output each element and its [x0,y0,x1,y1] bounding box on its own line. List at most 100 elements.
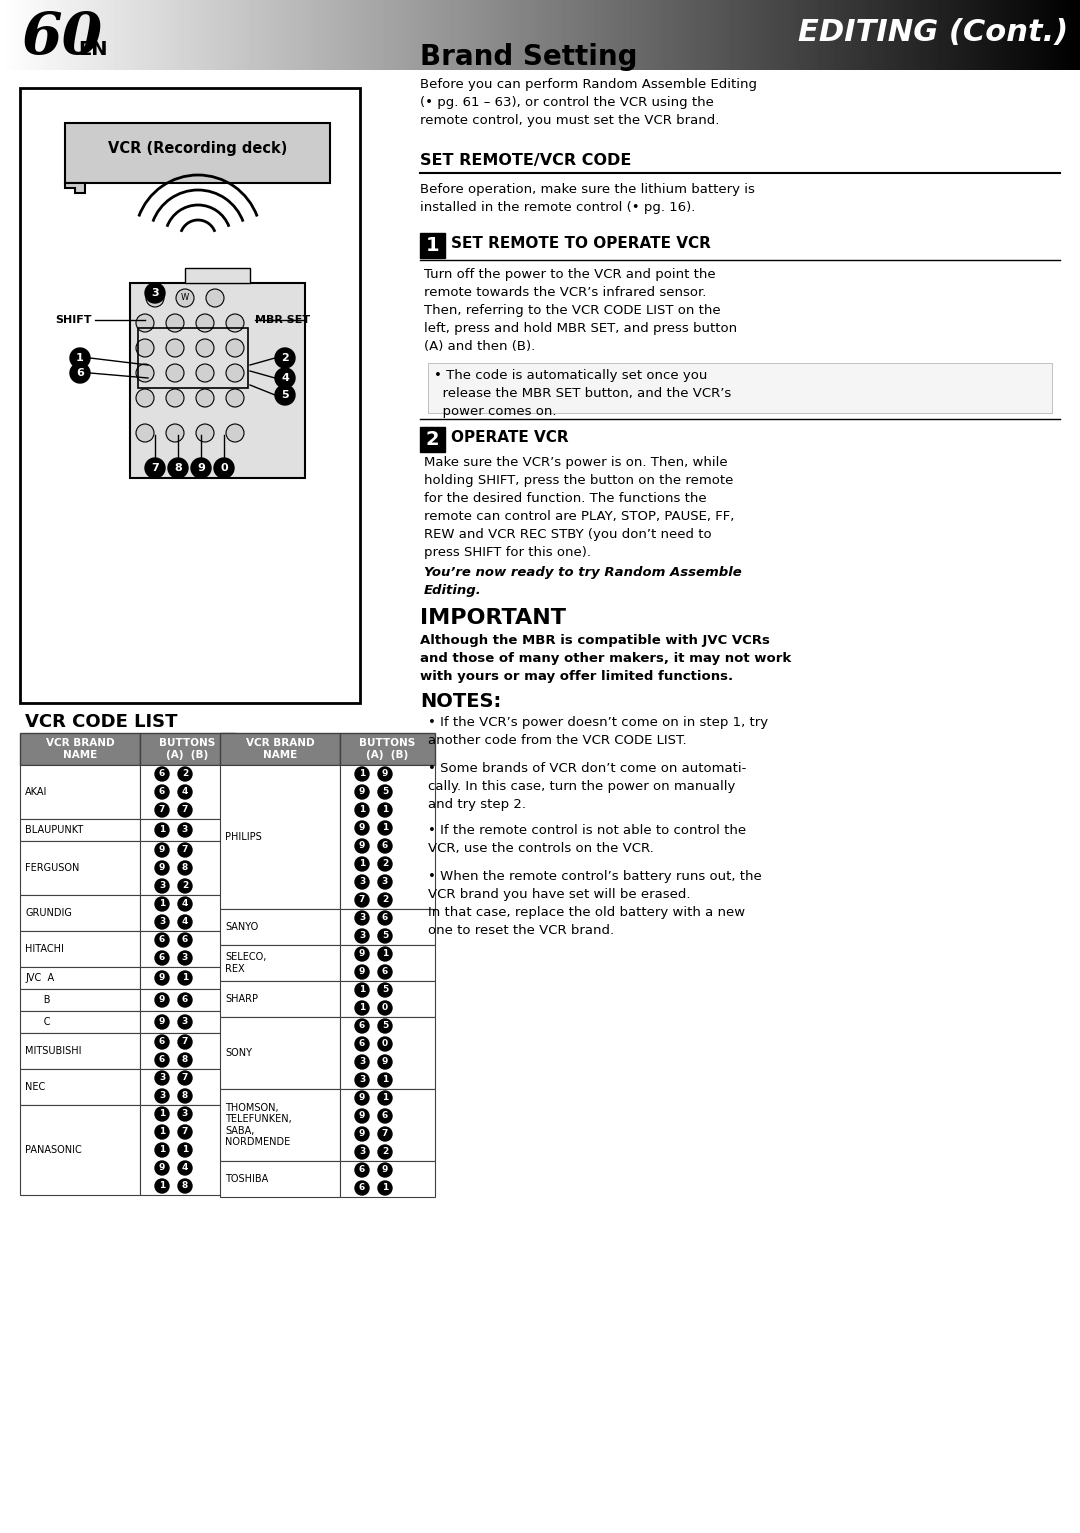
Circle shape [156,915,168,929]
Bar [220,1160,340,1197]
Text: 9: 9 [359,842,365,851]
Circle shape [178,1144,192,1157]
Text: 6: 6 [359,1021,365,1030]
Text: 9: 9 [359,823,365,832]
Circle shape [355,947,369,961]
Circle shape [156,897,168,911]
Text: 6: 6 [382,914,388,923]
Circle shape [166,363,184,382]
Text: 3: 3 [181,1018,188,1027]
Circle shape [355,964,369,980]
Circle shape [156,862,168,875]
Text: 9: 9 [382,770,388,779]
Text: 6: 6 [181,995,188,1004]
Bar [130,284,305,478]
Circle shape [378,947,392,961]
Text: 3: 3 [159,1091,165,1101]
Circle shape [355,1164,369,1177]
Bar [21,1069,140,1105]
Bar [340,765,435,909]
Circle shape [156,934,168,947]
Circle shape [156,950,168,964]
Circle shape [226,363,244,382]
Text: SET REMOTE TO OPERATE VCR: SET REMOTE TO OPERATE VCR [451,236,711,251]
Circle shape [355,803,369,817]
Text: VCR CODE LIST: VCR CODE LIST [25,713,177,731]
Bar [140,765,235,819]
Circle shape [378,875,392,889]
Circle shape [378,822,392,835]
Circle shape [166,425,184,442]
Circle shape [195,339,214,357]
Text: 8: 8 [181,1182,188,1191]
Text: 9: 9 [359,1111,365,1121]
Bar [340,1160,435,1197]
Circle shape [355,911,369,924]
Text: 6: 6 [159,1056,165,1064]
Bar [21,1010,140,1033]
Circle shape [156,1072,168,1085]
Text: 9: 9 [359,1093,365,1102]
Text: 1: 1 [159,1127,165,1136]
Bar [140,967,235,989]
Text: SANYO: SANYO [225,921,258,932]
Circle shape [226,314,244,333]
Text: 3: 3 [159,1073,165,1082]
Circle shape [195,314,214,333]
Text: SHIFT: SHIFT [55,314,92,325]
Bar [21,842,140,895]
Text: 6: 6 [359,1039,365,1049]
Text: 0: 0 [382,1004,388,1012]
Text: 9: 9 [159,973,165,983]
Text: FERGUSON: FERGUSON [25,863,79,872]
Text: 9: 9 [159,1164,165,1173]
Circle shape [178,803,192,817]
Text: T: T [152,293,158,302]
Text: 9: 9 [382,1165,388,1174]
Text: Before operation, make sure the lithium battery is
installed in the remote contr: Before operation, make sure the lithium … [420,182,755,215]
Text: 60: 60 [22,11,104,66]
Bar [140,931,235,967]
Circle shape [355,983,369,996]
Circle shape [178,1125,192,1139]
Circle shape [378,894,392,908]
Bar [220,981,340,1016]
Circle shape [355,894,369,908]
Bar [21,1105,140,1196]
Text: 3: 3 [382,877,388,886]
Text: • The code is automatically set once you
  release the MBR SET button, and the V: • The code is automatically set once you… [434,369,731,419]
Bar [21,895,140,931]
Bar [21,733,140,765]
Text: NEC: NEC [25,1082,45,1091]
Circle shape [355,1019,369,1033]
Text: 4: 4 [181,900,188,909]
Circle shape [378,911,392,924]
Text: GRUNDIG: GRUNDIG [25,908,72,918]
Circle shape [355,1127,369,1141]
Circle shape [378,785,392,799]
Text: 1: 1 [359,805,365,814]
Circle shape [156,1035,168,1049]
Text: 3: 3 [359,932,365,941]
Text: C: C [25,1016,51,1027]
Circle shape [355,1180,369,1196]
Circle shape [195,389,214,406]
Text: • If the remote control is not able to control the
VCR, use the controls on the : • If the remote control is not able to c… [428,825,746,855]
Text: Although the MBR is compatible with JVC VCRs
and those of many other makers, it : Although the MBR is compatible with JVC … [420,635,792,684]
Text: MITSUBISHI: MITSUBISHI [25,1046,81,1056]
Text: 3: 3 [359,877,365,886]
Circle shape [355,929,369,943]
Bar [140,989,235,1010]
Text: BUTTONS
(A)  (B): BUTTONS (A) (B) [160,737,216,760]
Text: SET REMOTE/VCR CODE: SET REMOTE/VCR CODE [420,153,632,169]
Text: VCR BRAND
NAME: VCR BRAND NAME [245,737,314,760]
Circle shape [378,1091,392,1105]
Text: 9: 9 [159,995,165,1004]
Text: 2: 2 [382,1148,388,1156]
Circle shape [378,1127,392,1141]
Circle shape [355,875,369,889]
Text: 6: 6 [382,1111,388,1121]
Circle shape [70,363,90,383]
Circle shape [156,1125,168,1139]
Text: 5: 5 [382,986,388,995]
